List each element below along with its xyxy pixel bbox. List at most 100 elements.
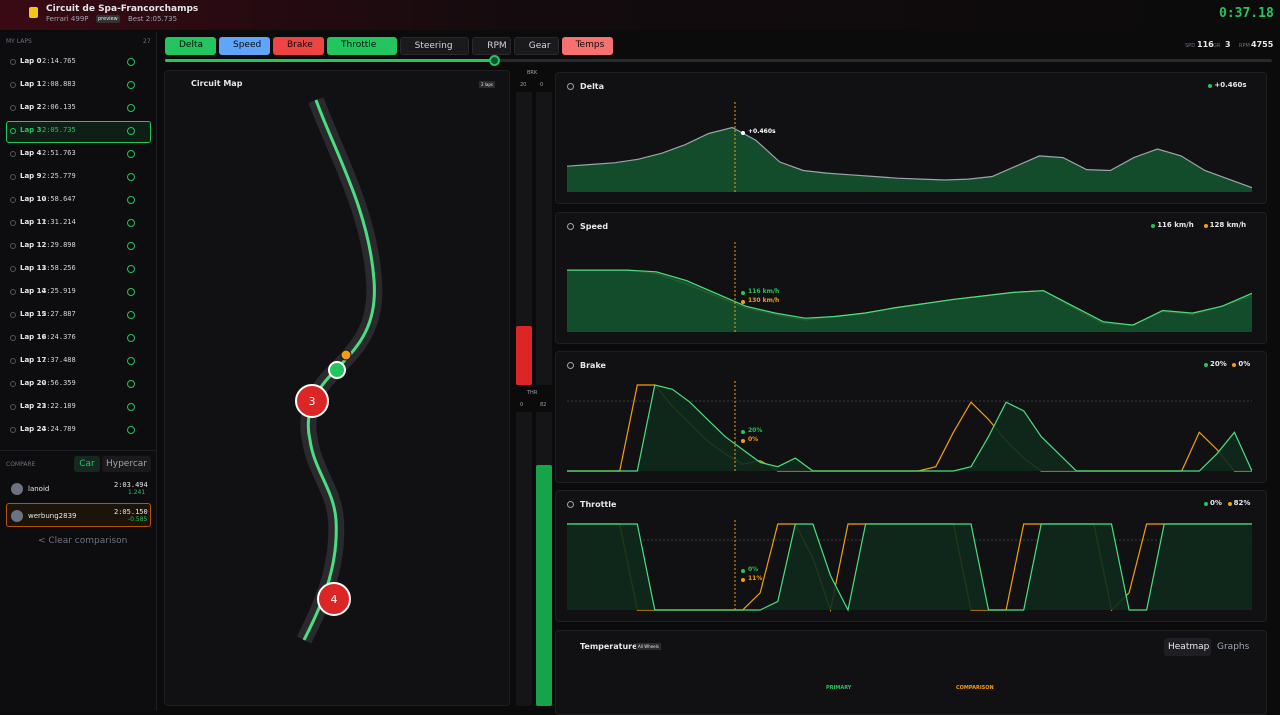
best-time: Best 2:05.735	[128, 15, 178, 23]
tooltip-value: +0.460s	[748, 128, 776, 135]
toolbar-button[interactable]: Delta	[165, 37, 216, 55]
tooltip-value: 0%	[748, 566, 759, 573]
lap-name[interactable]: Lap 3	[20, 126, 42, 134]
lap-name[interactable]: Lap 17	[20, 356, 47, 364]
tab[interactable]: Car	[74, 456, 100, 472]
check-icon	[127, 173, 135, 181]
pedal-value: 0	[540, 82, 544, 88]
lap-name[interactable]: Lap 24	[20, 425, 47, 433]
check-icon	[127, 219, 135, 227]
legend-dot	[1204, 363, 1208, 367]
slider-fill	[165, 59, 495, 62]
lap-time: 2:08.883	[42, 80, 76, 88]
driver-selected[interactable]	[6, 503, 151, 527]
lap-name[interactable]: Lap 0	[20, 57, 42, 65]
lap-name[interactable]: Lap 4	[20, 149, 42, 157]
pedal-label: BRK	[527, 70, 538, 76]
lap-dot	[10, 151, 16, 157]
series-area	[567, 385, 1252, 471]
car-logo	[29, 7, 38, 18]
legend-dot	[1151, 224, 1156, 228]
stat-label: SPD	[1185, 43, 1196, 49]
lap-time: 2:05.735	[42, 126, 76, 134]
lap-name[interactable]: Lap 15	[20, 310, 47, 318]
lap-name[interactable]: Lap 14	[20, 287, 47, 295]
slider-thumb[interactable]	[489, 55, 500, 66]
lap-dot	[10, 335, 16, 341]
lap-time: 2:25.779	[42, 172, 76, 180]
lap-name[interactable]: Lap 12	[20, 241, 47, 249]
lap-time: 2:27.887	[42, 310, 76, 318]
corner-marker	[317, 582, 351, 616]
primary-label: PRIMARY	[826, 685, 852, 691]
stat-value: 3	[1225, 40, 1231, 49]
lap-dot	[10, 174, 16, 180]
lap-dot	[10, 312, 16, 318]
lap-time: 2:25.919	[42, 287, 76, 295]
lap-dot	[10, 128, 16, 134]
tooltip-value: 116 km/h	[748, 288, 780, 295]
lap-name[interactable]: Lap 1	[20, 80, 42, 88]
legend-value: 20%	[1210, 360, 1227, 368]
lap-time: 2:14.765	[42, 57, 76, 65]
toolbar-button[interactable]: Speed	[219, 37, 270, 55]
lap-name[interactable]: Lap 2	[20, 103, 42, 111]
lap-time: 2:24.789	[42, 425, 76, 433]
map-title: Circuit Map	[191, 79, 243, 88]
lap-time: 2:31.214	[42, 218, 76, 226]
lap-dot	[10, 381, 16, 387]
comparison-label: COMPARISON	[956, 685, 994, 691]
legend-dot	[1203, 224, 1208, 228]
lap-name[interactable]: Lap 9	[20, 172, 42, 180]
tooltip-dot	[741, 430, 745, 434]
legend-value: 128 km/h	[1209, 221, 1247, 229]
toolbar-button[interactable]: RPM	[472, 37, 511, 55]
lap-dot	[10, 59, 16, 65]
stat-value: 4755	[1251, 40, 1274, 49]
driver-time: 2:03.494	[114, 481, 148, 489]
driver-name[interactable]: werbung2839	[28, 512, 77, 520]
check-icon	[127, 357, 135, 365]
temps-panel	[555, 630, 1267, 715]
sidebar	[0, 32, 157, 711]
toolbar-button[interactable]: Steering	[399, 37, 470, 55]
lap-dot	[10, 220, 16, 226]
check-icon	[127, 403, 135, 411]
tab[interactable]: Heatmap	[1164, 638, 1211, 656]
stat-value: 116	[1197, 40, 1214, 49]
lap-name[interactable]: Lap 13	[20, 264, 47, 272]
avatar	[11, 483, 23, 495]
lap-name[interactable]: Lap 16	[20, 333, 47, 341]
lap-row-selected[interactable]	[6, 121, 151, 143]
chart-plot	[567, 102, 1252, 192]
legend-dot	[1227, 502, 1232, 506]
avatar	[11, 510, 23, 522]
tooltip-dot	[741, 300, 745, 304]
tooltip-dot	[741, 578, 745, 582]
toolbar-button[interactable]: Temps	[561, 37, 613, 55]
legend-value: 0%	[1238, 360, 1251, 368]
driver-name[interactable]: lanoid	[28, 485, 50, 493]
check-icon	[127, 196, 135, 204]
lap-name[interactable]: Lap 10	[20, 195, 47, 203]
lap-dot	[10, 82, 16, 88]
stat-label: RPM	[1239, 43, 1250, 49]
tooltip-value: 11%	[748, 575, 763, 582]
timer: 0:37.18	[1219, 6, 1274, 21]
circuit-title: Circuit de Spa-Francorchamps	[46, 4, 199, 14]
slider-track	[165, 59, 1272, 62]
tooltip-dot	[741, 439, 745, 443]
tab[interactable]: Graphs	[1217, 642, 1250, 652]
toolbar-button[interactable]: Throttle	[327, 37, 397, 55]
divider	[0, 450, 157, 451]
toolbar-button[interactable]: Brake	[273, 37, 324, 55]
check-icon	[127, 58, 135, 66]
lap-name[interactable]: Lap 20	[20, 379, 47, 387]
clear-comparison[interactable]: < Clear comparison	[38, 536, 128, 546]
toolbar-button[interactable]: Gear	[513, 37, 559, 55]
lap-name[interactable]: Lap 11	[20, 218, 47, 226]
pedal-bar	[516, 326, 532, 385]
tab[interactable]: Hypercar	[102, 456, 151, 472]
tooltip-dot	[741, 569, 745, 573]
lap-name[interactable]: Lap 23	[20, 402, 47, 410]
